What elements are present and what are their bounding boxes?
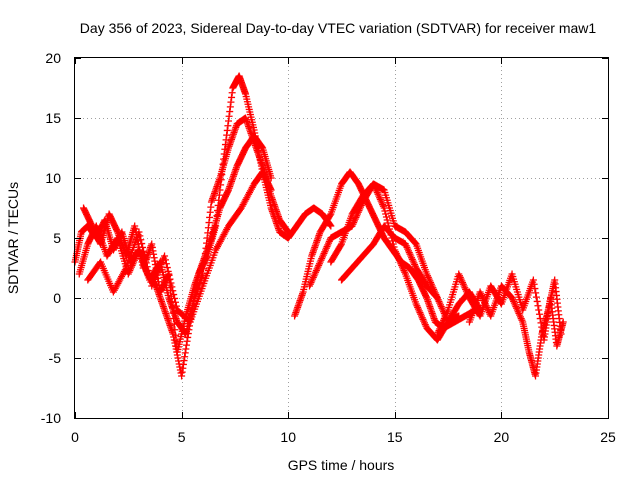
data-point [161, 256, 169, 264]
data-point [411, 239, 419, 247]
data-point [455, 312, 463, 320]
data-point [143, 263, 151, 271]
data-point [383, 216, 391, 224]
data-point [390, 243, 398, 251]
data-point [533, 297, 541, 305]
data-point [138, 240, 146, 248]
data-point [166, 275, 174, 283]
y-tick-label: 20 [45, 50, 61, 66]
data-point [529, 276, 537, 284]
data-point [381, 207, 389, 215]
data-point [433, 293, 441, 301]
y-tick-label: 15 [45, 110, 61, 126]
data-point [137, 236, 145, 244]
data-point [140, 247, 148, 255]
data-point [433, 294, 441, 302]
x-tick-label: 10 [280, 429, 296, 445]
data-point [142, 259, 150, 267]
data-point [267, 186, 275, 194]
points-layer [71, 72, 567, 380]
data-point [284, 228, 292, 236]
series-arc-1 [71, 72, 335, 380]
data-point [171, 294, 179, 302]
data-point [532, 293, 540, 301]
data-point [327, 222, 335, 230]
y-tick-label: 0 [53, 290, 61, 306]
series-arc-10 [465, 276, 565, 380]
data-point [382, 210, 390, 218]
data-point [140, 251, 148, 259]
data-point [167, 279, 175, 287]
x-tick-label: 20 [494, 429, 510, 445]
x-tick-label: 15 [387, 429, 403, 445]
data-point [384, 219, 392, 227]
y-tick-label: -10 [41, 410, 61, 426]
data-point [337, 241, 345, 249]
ticks-layer: 0 5 10 15 20 25 -10 -5 0 5 10 15 20 [41, 50, 616, 445]
plot-frame [74, 57, 609, 419]
data-point [170, 291, 178, 299]
x-tick-label: 5 [178, 429, 186, 445]
data-point [531, 285, 539, 293]
x-axis-label: GPS time / hours [288, 457, 395, 473]
data-point [162, 260, 170, 268]
data-point [557, 330, 565, 338]
series-arc-4 [84, 168, 275, 326]
data-point [169, 287, 177, 295]
x-tick-label: 25 [600, 429, 616, 445]
x-tick-label: 0 [71, 429, 79, 445]
chart-title: Day 356 of 2023, Sidereal Day-to-day VTE… [80, 20, 597, 36]
data-point [382, 213, 390, 221]
data-point [164, 267, 172, 275]
data-point [326, 211, 334, 219]
data-point [172, 298, 180, 306]
data-point [165, 271, 173, 279]
data-point [532, 289, 540, 297]
data-point [135, 228, 143, 236]
y-tick-label: 5 [53, 230, 61, 246]
data-point [161, 252, 169, 260]
y-tick-label: -5 [49, 350, 62, 366]
y-tick-label: 10 [45, 170, 61, 186]
series-arc-3 [80, 132, 275, 356]
data-point [168, 283, 176, 291]
y-axis-label: SDTVAR / TECUs [5, 182, 21, 294]
data-point [139, 243, 147, 251]
data-point [534, 302, 542, 310]
data-point [144, 267, 152, 275]
data-point [172, 302, 180, 310]
data-point [145, 270, 153, 278]
data-point [380, 204, 388, 212]
series-arc-8 [338, 222, 441, 302]
data-point [530, 280, 538, 288]
data-point [389, 240, 397, 248]
data-point [136, 232, 144, 240]
data-point [535, 306, 543, 314]
data-point [146, 274, 154, 282]
data-point [141, 255, 149, 263]
data-point [163, 264, 171, 272]
data-point [535, 310, 543, 318]
